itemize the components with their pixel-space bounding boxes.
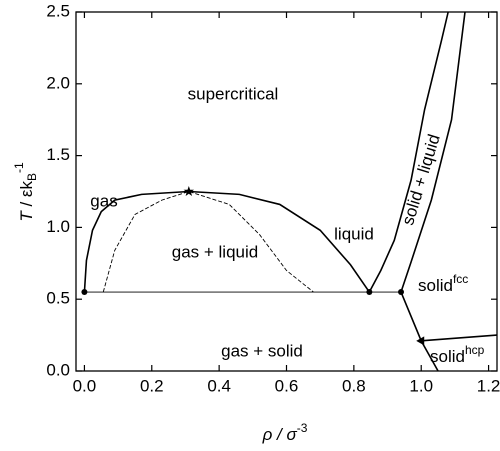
- annotation: solidfcc: [418, 272, 468, 295]
- annotation: liquid: [334, 224, 374, 243]
- annotation: solidhcp: [430, 343, 485, 366]
- y-tick-label: 1.5: [46, 145, 70, 164]
- x-label-text: ρ / σ: [262, 425, 298, 444]
- x-tick-label: 1.0: [409, 376, 433, 395]
- annotation-sup: hcp: [465, 343, 485, 357]
- curve: [83, 190, 371, 293]
- point: [416, 336, 425, 346]
- point: [398, 289, 405, 296]
- y-axis-label: T / εkB-1: [12, 162, 39, 222]
- point: [81, 289, 88, 296]
- x-tick-label: 0.4: [207, 376, 231, 395]
- x-label-sup: -3: [297, 421, 308, 435]
- y-label-italic: T: [17, 210, 36, 222]
- y-label-sup: -1: [12, 162, 26, 173]
- y-tick-label: 0.0: [46, 360, 70, 379]
- y-tick-label: 2.0: [46, 73, 70, 92]
- annotation: supercritical: [188, 84, 279, 103]
- y-tick-label: 2.5: [46, 1, 70, 20]
- y-label-text: / εk: [17, 181, 36, 212]
- y-tick-label: 1.0: [46, 217, 70, 236]
- curve: [368, 11, 449, 293]
- point: [366, 289, 373, 296]
- annotation: gas + solid: [221, 341, 303, 360]
- annotation-text: solid: [418, 276, 453, 295]
- annotation: gas: [90, 191, 117, 210]
- y-label-sub: B: [25, 173, 39, 181]
- curve: [400, 11, 466, 293]
- x-tick-label: 1.2: [477, 376, 500, 395]
- x-tick-label: 0.2: [140, 376, 164, 395]
- y-tick-label: 0.5: [46, 289, 70, 308]
- curve: [102, 191, 314, 293]
- x-tick-label: 0.0: [73, 376, 97, 395]
- critical-point: [183, 186, 195, 196]
- annotation-text: solid: [430, 347, 465, 366]
- x-tick-label: 0.6: [275, 376, 299, 395]
- curve: [421, 334, 498, 342]
- x-tick-label: 0.8: [342, 376, 366, 395]
- x-axis-label: ρ / σ-3: [262, 421, 308, 444]
- annotation-sup: fcc: [453, 272, 468, 286]
- annotation: gas + liquid: [172, 242, 258, 261]
